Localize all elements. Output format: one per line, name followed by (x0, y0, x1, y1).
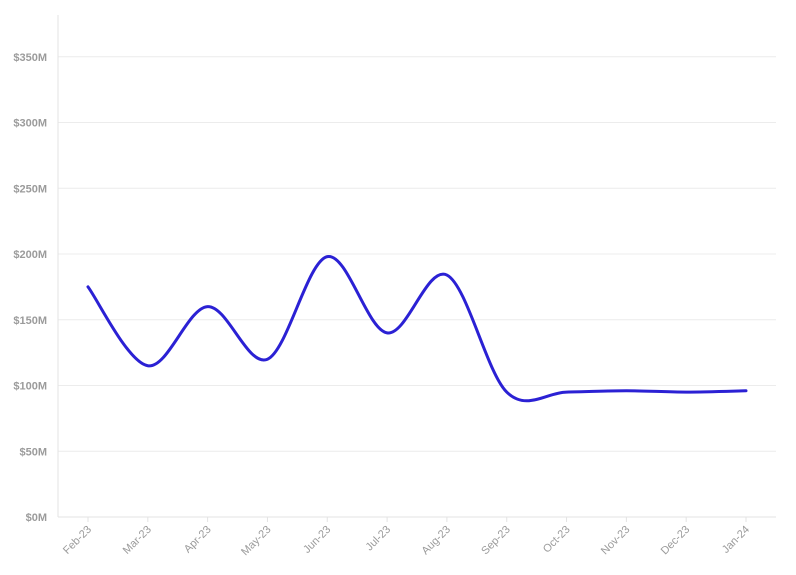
gridlines (58, 56, 776, 452)
y-tick-label: $300M (13, 118, 47, 130)
series-line (86, 255, 748, 403)
x-tick-label: Jul-23 (364, 524, 394, 554)
x-tick-label: Nov-23 (599, 524, 633, 558)
x-tick-label: May-23 (239, 524, 273, 558)
x-tick-label: Oct-23 (541, 524, 573, 556)
y-tick-label: $100M (13, 381, 47, 393)
y-tick-label: $0M (26, 512, 47, 524)
x-axis: Feb-23 Mar-23 Apr-23 May-23 Jun-23 Jul-23 Aug-… (61, 517, 752, 558)
x-tick-label: Jun-23 (301, 524, 333, 556)
x-tick-label: Jan-24 (720, 524, 752, 556)
x-tick-label: Apr-23 (182, 524, 214, 556)
y-tick-label: $350M (13, 52, 47, 64)
x-tick-label: Dec-23 (659, 524, 693, 558)
x-tick-label: Sep-23 (479, 524, 513, 558)
x-tick-label: Mar-23 (121, 524, 154, 557)
x-tick-label: Feb-23 (61, 524, 94, 557)
y-axis: $0M $50M $100M $150M $200M $250M $300M $350M (13, 52, 47, 524)
y-tick-label: $250M (13, 183, 47, 195)
y-tick-label: $200M (13, 249, 47, 261)
y-tick-label: $50M (19, 446, 47, 458)
y-tick-label: $150M (13, 315, 47, 327)
x-tick-label: Aug-23 (419, 524, 453, 558)
